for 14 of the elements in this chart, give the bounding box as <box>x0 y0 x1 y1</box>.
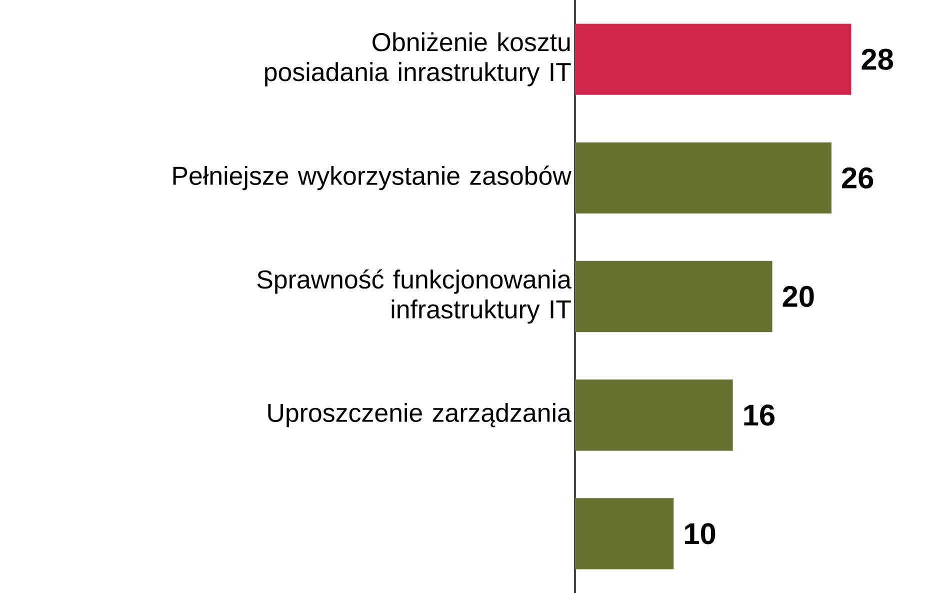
data-label: 20 <box>782 286 814 308</box>
data-label: 16 <box>744 404 775 426</box>
bar <box>574 498 674 570</box>
y-tick-label: Obniżenie kosztu posiadania inrastruktury IT <box>265 32 571 86</box>
bar <box>574 380 733 451</box>
bar <box>574 24 852 95</box>
data-label: 28 <box>862 48 894 70</box>
y-tick-label: Uproszczenie zarządzania <box>268 403 572 428</box>
y-tick-label: Pełniejsze wykorzystanie zasobów <box>173 166 572 190</box>
bar <box>574 142 832 214</box>
bar <box>574 260 772 332</box>
y-tick-label: Sprawność funkcjonowania infrastruktury IT <box>257 269 572 324</box>
data-label: 10 <box>685 523 716 544</box>
data-label: 26 <box>842 167 874 188</box>
